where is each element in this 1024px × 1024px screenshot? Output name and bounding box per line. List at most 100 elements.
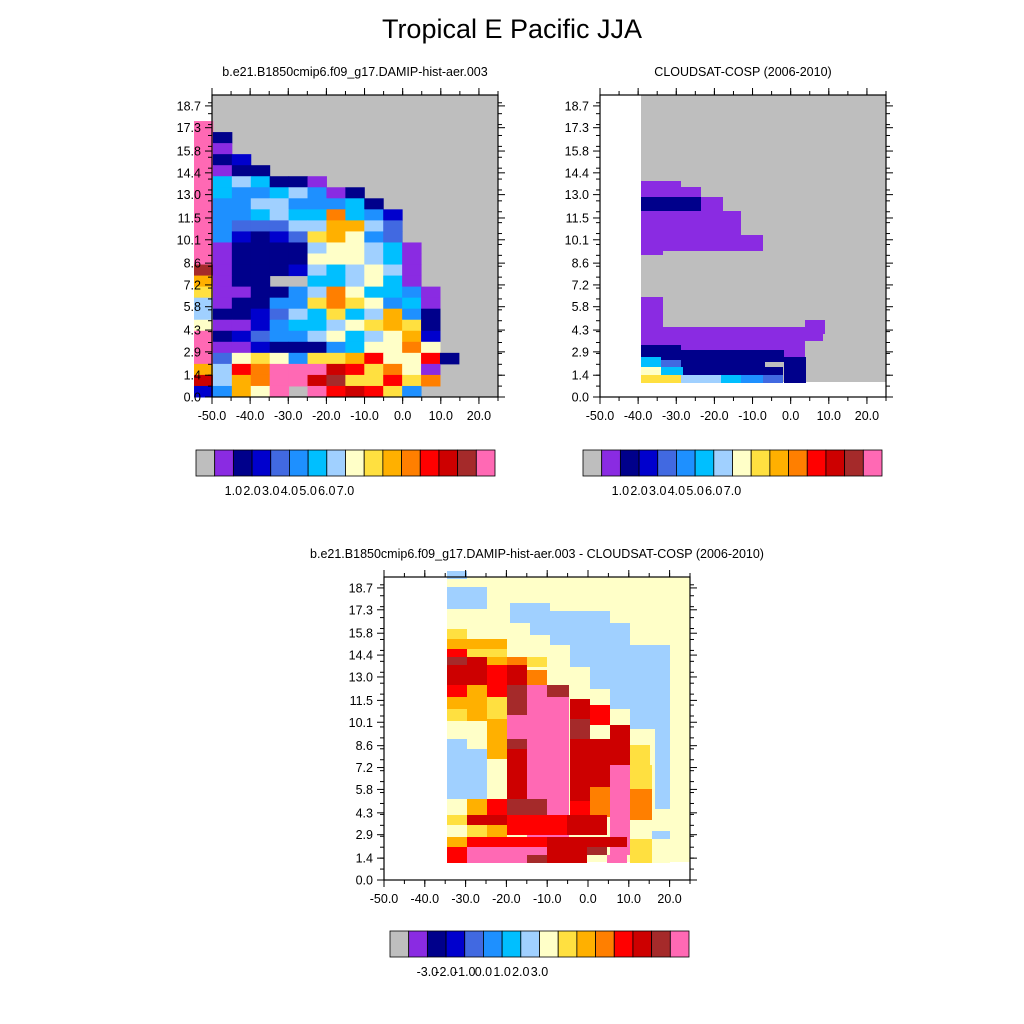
colorbar-swatch	[601, 449, 621, 477]
heatmap-cell	[194, 286, 214, 299]
heatmap-cell	[326, 330, 346, 343]
colorbar-swatch	[651, 930, 671, 958]
colorbar-swatch	[307, 449, 328, 477]
heatmap-cell	[383, 341, 403, 354]
heatmap-cell	[269, 363, 290, 376]
heatmap-cell	[307, 231, 327, 243]
heatmap-cell	[402, 385, 422, 398]
heatmap-cell	[507, 665, 527, 685]
heatmap-cell	[447, 709, 467, 721]
heatmap-cell	[402, 319, 422, 332]
colorbar-swatch	[788, 449, 808, 477]
x-tick-label: -50.0	[198, 409, 227, 423]
heatmap-cell	[194, 330, 214, 343]
heatmap-cell	[250, 385, 271, 398]
heatmap-cell	[421, 374, 441, 387]
heatmap-cell	[288, 308, 309, 321]
colorbar-swatch	[195, 449, 216, 477]
colorbar-label: 4.0	[281, 484, 298, 498]
heatmap-cell	[364, 220, 384, 232]
heatmap-cell	[307, 363, 327, 376]
y-tick-label: 10.1	[177, 233, 201, 247]
heatmap-cell	[250, 319, 271, 332]
heatmap-cell	[231, 154, 252, 166]
y-tick-label: 15.8	[349, 627, 373, 641]
heatmap-cell	[250, 308, 271, 321]
y-tick-label: 1.4	[356, 852, 373, 866]
heatmap-cell	[641, 367, 661, 375]
heatmap-cell	[345, 297, 365, 310]
heatmap-cell	[590, 705, 610, 725]
heatmap-cell	[288, 297, 309, 310]
heatmap-cell	[250, 352, 271, 365]
heatmap-cell	[231, 363, 252, 376]
heatmap-cell	[527, 657, 547, 667]
heatmap-cell	[467, 685, 487, 697]
heatmap-cell	[194, 374, 214, 387]
heatmap-cell	[288, 330, 309, 343]
heatmap-cell	[269, 209, 290, 221]
y-tick-label: 1.4	[572, 369, 589, 383]
colorbar-swatch	[214, 449, 234, 477]
heatmap-cell	[307, 297, 327, 310]
heatmap-cell	[547, 837, 587, 847]
heatmap-cell	[402, 341, 422, 354]
heatmap-cell	[194, 308, 214, 321]
colorbar-swatch	[419, 449, 440, 477]
colorbar-swatch	[825, 449, 846, 477]
panel-model: b.e21.B1850cmip6.f09_g17.DAMIP-hist-aer.…	[177, 65, 505, 498]
heatmap-cell	[212, 165, 233, 177]
heatmap-cell	[383, 264, 403, 277]
heatmap-cell	[364, 319, 384, 332]
heatmap-cell	[364, 286, 384, 299]
heatmap-cell	[383, 308, 403, 321]
heatmap-cell	[269, 297, 290, 310]
x-tick-label: 20.0	[855, 409, 879, 423]
heatmap-cell	[447, 571, 467, 579]
heatmap-cell	[250, 374, 271, 387]
y-tick-label: 18.7	[565, 99, 589, 113]
heatmap-cell	[447, 749, 487, 799]
colorbar-label: 1.0	[225, 484, 242, 498]
x-tick-label: -50.0	[586, 409, 615, 423]
heatmap-cell	[269, 231, 290, 243]
heatmap-cell	[467, 825, 487, 837]
heatmap-cell	[307, 187, 327, 199]
heatmap-cell	[269, 176, 290, 188]
heatmap-cell	[288, 220, 309, 232]
heatmap-cell	[383, 297, 403, 310]
heatmap-cell	[345, 308, 365, 321]
heatmap-cell	[269, 198, 290, 210]
colorbar-swatch	[638, 449, 659, 477]
heatmap-cell	[326, 220, 346, 232]
colorbar-label: 3.0	[262, 484, 279, 498]
colorbar-swatch	[806, 449, 827, 477]
heatmap-cell	[250, 176, 271, 188]
heatmap-cell	[194, 253, 214, 266]
heatmap-cell	[212, 308, 233, 321]
heatmap-cell	[610, 689, 670, 709]
colorbar-swatch	[326, 449, 346, 477]
heatmap-cell	[447, 799, 467, 819]
heatmap-cell	[364, 330, 384, 343]
page-title: Tropical E Pacific JJA	[381, 14, 643, 44]
heatmap-cell	[307, 220, 327, 232]
heatmap-cell	[212, 231, 233, 243]
heatmap-cell	[383, 242, 403, 254]
heatmap-cell	[364, 297, 384, 310]
heatmap-cell	[250, 330, 271, 343]
heatmap-cell	[467, 799, 487, 819]
heatmap-cell	[326, 231, 346, 243]
heatmap-cell	[269, 374, 290, 387]
heatmap-cell	[194, 231, 214, 243]
heatmap-cell	[487, 697, 507, 721]
heatmap-cell	[345, 319, 365, 332]
heatmap-cell	[326, 187, 346, 199]
colorbar-swatch	[408, 930, 428, 958]
heatmap-cell	[288, 242, 309, 254]
colorbar-label: 7.0	[724, 484, 741, 498]
heatmap-cell	[288, 231, 309, 243]
heatmap-cell	[212, 275, 233, 288]
heatmap-cell	[250, 187, 271, 199]
colorbar-label: 3.0	[531, 965, 548, 979]
